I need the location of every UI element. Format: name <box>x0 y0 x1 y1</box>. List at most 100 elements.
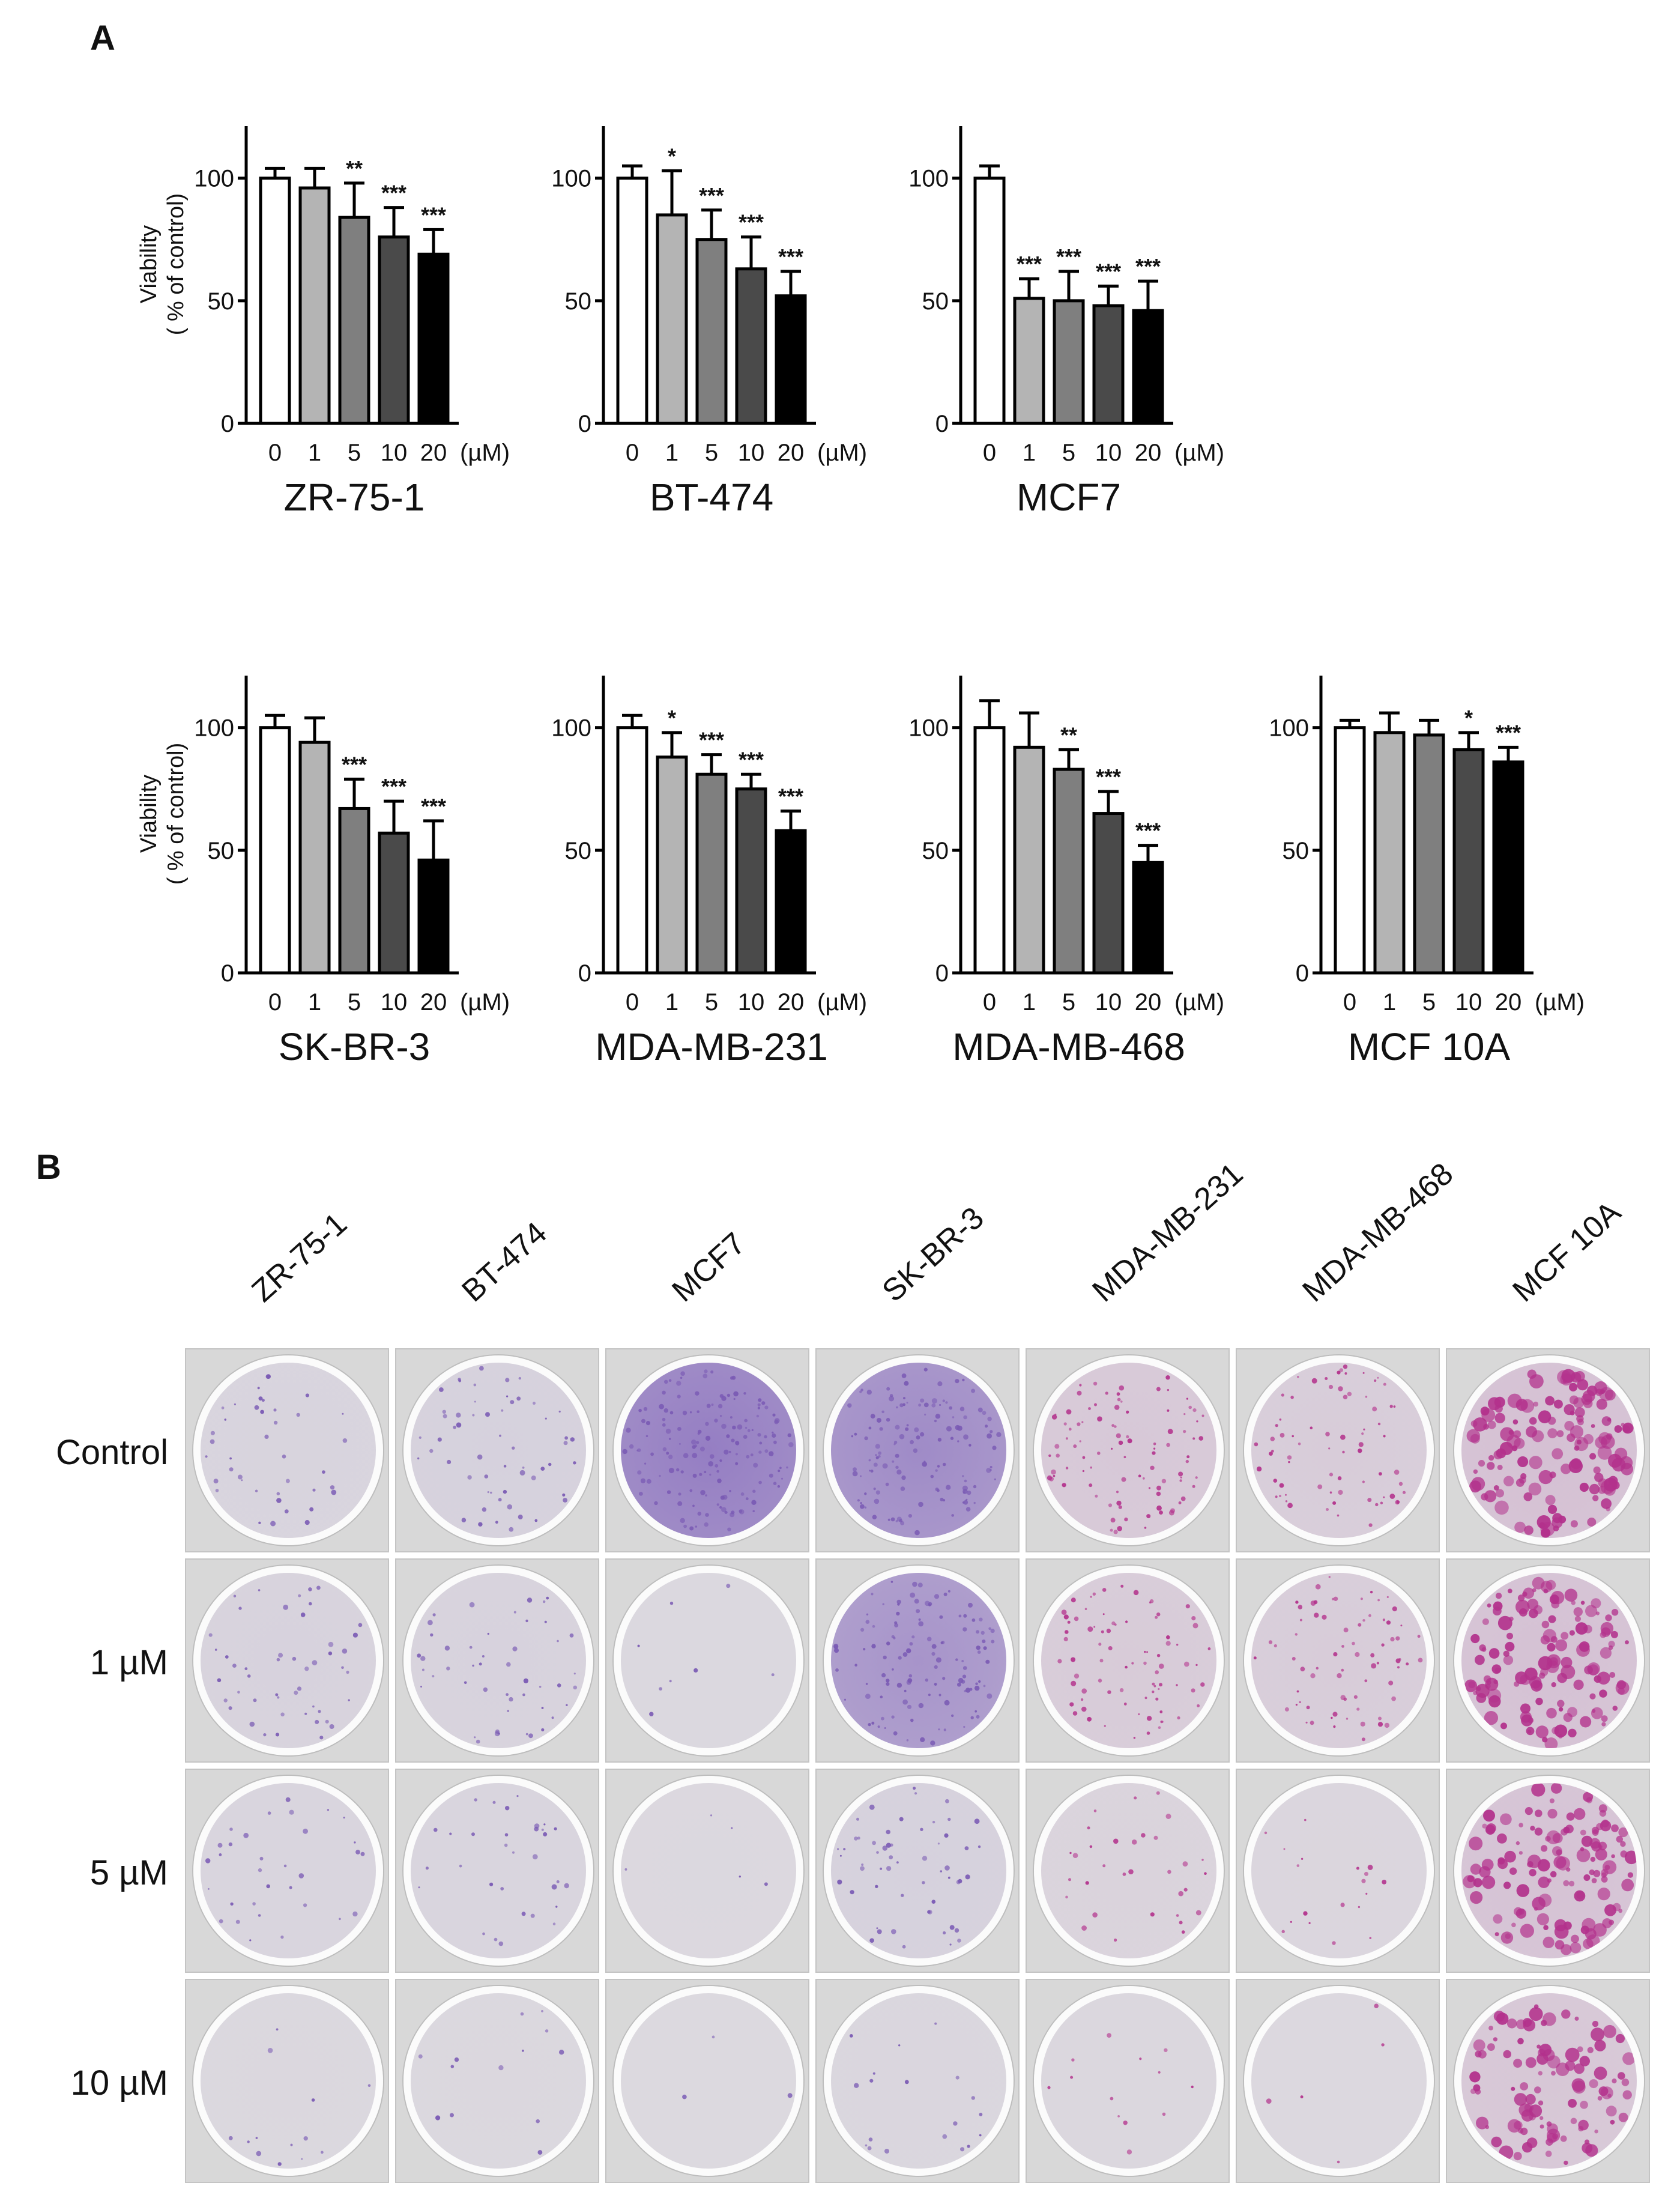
bar <box>1092 812 1125 975</box>
well-image <box>395 1979 599 2183</box>
well-image <box>605 1348 809 1552</box>
significance-label: *** <box>1096 259 1121 283</box>
x-tick-label: 1 <box>308 989 321 1016</box>
chart-title: MCF7 <box>1017 476 1121 519</box>
bar <box>1132 309 1164 425</box>
significance-label: *** <box>1496 720 1521 745</box>
well-image <box>395 1769 599 1973</box>
bar <box>1492 760 1524 975</box>
y-tick-label: 0 <box>578 411 591 437</box>
significance-label: *** <box>1096 764 1121 789</box>
significance-label: *** <box>778 784 803 809</box>
row-label: 10 µM <box>70 2063 168 2103</box>
y-tick-label: 0 <box>935 960 949 987</box>
chart-title: BT-474 <box>650 476 773 519</box>
x-tick-label: 1 <box>308 440 321 466</box>
significance-label: *** <box>421 202 446 227</box>
x-tick-label: 5 <box>705 989 718 1016</box>
significance-label: *** <box>1135 254 1161 279</box>
bar <box>1452 748 1485 975</box>
significance-label: *** <box>381 774 406 799</box>
x-tick-label: 1 <box>665 440 678 466</box>
well-rim <box>1454 1566 1644 1755</box>
row-label: Control <box>56 1433 168 1472</box>
y-tick-label: 50 <box>565 838 592 864</box>
well-image <box>815 1979 1020 2183</box>
x-tick-label: 1 <box>1023 989 1036 1016</box>
significance-label: *** <box>1135 819 1161 843</box>
bar <box>656 755 688 975</box>
x-tick-label: 10 <box>381 440 408 466</box>
y-tick-label: 50 <box>922 838 949 864</box>
chart-title: ZR-75-1 <box>284 476 425 519</box>
x-tick-label: 20 <box>420 989 447 1016</box>
x-tick-label: 10 <box>1095 440 1122 466</box>
significance-label: ** <box>346 156 363 181</box>
well-image <box>605 1558 809 1763</box>
chart-title: MCF 10A <box>1348 1025 1511 1068</box>
y-tick-label: 0 <box>578 960 591 987</box>
x-tick-label: 0 <box>268 440 282 466</box>
bar <box>378 831 410 975</box>
well-image <box>185 1558 389 1763</box>
y-axis-label-line2: ( % of control) <box>163 743 189 885</box>
x-tick-label: 5 <box>1062 440 1075 466</box>
y-tick-label: 50 <box>922 288 949 315</box>
significance-label: *** <box>778 244 803 269</box>
well-image <box>1026 1348 1230 1552</box>
significance-label: * <box>1464 706 1473 730</box>
bar <box>973 177 1006 425</box>
y-tick-label: 0 <box>935 411 949 437</box>
x-tick-label: 0 <box>626 440 639 466</box>
bar <box>338 807 370 975</box>
well-image <box>605 1769 809 1973</box>
bar <box>616 177 648 425</box>
column-label: MDA-MB-468 <box>1296 1156 1460 1309</box>
unit-label: (µM) <box>460 440 510 466</box>
significance-label: *** <box>421 794 446 819</box>
well-rim <box>824 1776 1014 1966</box>
well-rim <box>614 1776 803 1966</box>
y-tick-label: 100 <box>908 166 949 192</box>
well-rim <box>824 1986 1014 2176</box>
well-image <box>605 1979 809 2183</box>
row-label: 5 µM <box>89 1853 168 1892</box>
significance-label: ** <box>1060 722 1077 747</box>
well-image <box>1236 1769 1440 1973</box>
well-rim <box>824 1355 1014 1545</box>
x-tick-label: 5 <box>705 440 718 466</box>
well-rim <box>403 1986 593 2176</box>
chart-title: SK-BR-3 <box>279 1025 431 1068</box>
well-image <box>1236 1348 1440 1552</box>
well-rim <box>1454 1986 1644 2176</box>
bar <box>775 294 807 425</box>
y-axis-label-line2: ( % of control) <box>163 193 189 336</box>
bar <box>259 177 291 425</box>
bar <box>695 238 728 425</box>
x-tick-label: 10 <box>381 989 408 1016</box>
x-tick-label: 5 <box>348 440 361 466</box>
well-rim <box>1454 1776 1644 1966</box>
significance-label: *** <box>739 747 764 772</box>
y-tick-label: 0 <box>221 411 234 437</box>
y-tick-label: 50 <box>208 838 235 864</box>
bar <box>1373 731 1406 975</box>
x-tick-label: 20 <box>1135 440 1162 466</box>
x-tick-label: 1 <box>665 989 678 1016</box>
x-tick-label: 10 <box>738 440 765 466</box>
well-image <box>1026 1558 1230 1763</box>
well-rim <box>1034 1566 1224 1755</box>
y-tick-label: 100 <box>194 166 234 192</box>
bar <box>1053 768 1085 975</box>
bar <box>1013 745 1045 975</box>
well-image <box>1026 1769 1230 1973</box>
well-rim <box>614 1566 803 1755</box>
x-tick-label: 20 <box>420 440 447 466</box>
column-label: SK-BR-3 <box>875 1200 991 1309</box>
bar <box>735 267 767 425</box>
well-rim <box>1244 1566 1434 1755</box>
well-image <box>815 1558 1020 1763</box>
x-tick-label: 0 <box>1343 989 1356 1016</box>
